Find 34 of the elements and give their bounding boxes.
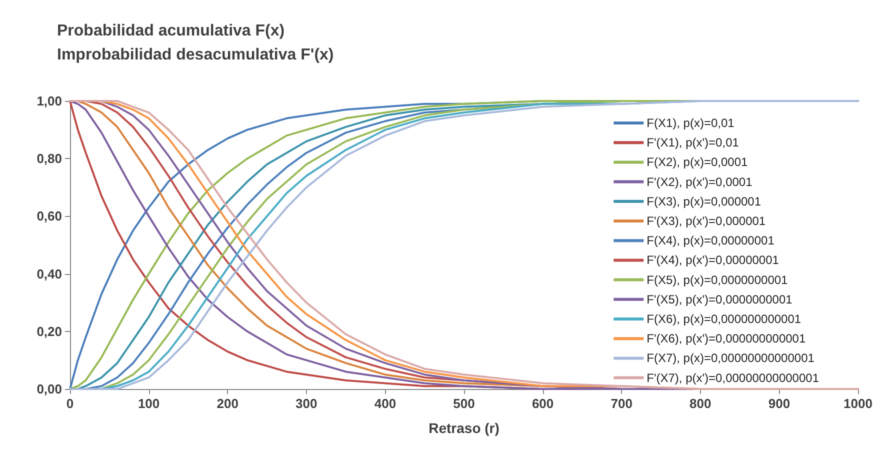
x-tick-label: 500 <box>453 396 475 411</box>
legend-label: F'(X2), p(x')=0,0001 <box>646 174 753 189</box>
x-axis-title: Retraso (r) <box>428 420 500 436</box>
y-tick-label: 0,20 <box>36 324 62 339</box>
chart-title: Probabilidad acumulativa F(x) <box>57 22 285 40</box>
x-tick-label: 300 <box>296 396 318 411</box>
x-tick-label: 600 <box>532 396 554 411</box>
legend-label: F'(X6), p(x')=0,000000000001 <box>646 332 806 346</box>
x-tick-label: 200 <box>216 396 238 411</box>
legend-label: F(X6), p(x)=0,000000000001 <box>646 312 802 326</box>
x-tick-label: 400 <box>374 396 396 411</box>
legend-label: F(X5), p(x)=0,0000000001 <box>646 272 788 287</box>
legend-label: F'(X3), p(x')=0,000001 <box>646 214 766 228</box>
legend-label: F'(X4), p(x')=0,00000001 <box>646 253 780 268</box>
y-tick-label: 1,00 <box>36 94 62 108</box>
x-tick-label: 0 <box>66 396 74 411</box>
legend-label: F(X3), p(x)=0,000001 <box>646 194 762 208</box>
legend-label: F'(X7), p(x')=0,00000000000001 <box>646 370 820 385</box>
x-tick-label: 1000 <box>844 396 872 411</box>
x-tick-label: 800 <box>690 396 712 411</box>
y-tick-label: 0,60 <box>36 208 62 224</box>
legend-label: F'(X5), p(x')=0,0000000001 <box>646 292 793 306</box>
y-tick-label: 0,80 <box>36 151 62 166</box>
y-tick-label: 0,40 <box>36 266 62 282</box>
x-tick-label: 100 <box>138 396 160 411</box>
x-tick-label: 900 <box>768 396 790 411</box>
legend-label: F(X4), p(x)=0,00000001 <box>646 234 775 248</box>
legend-label: F(X7), p(x)=0,00000000000001 <box>646 351 815 366</box>
y-tick-label: 0,00 <box>36 382 62 396</box>
legend-label: F(X2), p(x)=0,0001 <box>646 155 748 170</box>
x-tick-label: 700 <box>610 396 632 411</box>
legend-label: F'(X1), p(x')=0,01 <box>646 136 740 150</box>
chart-subtitle: Improbabilidad desacumulativa F'(x) <box>57 46 334 64</box>
legend-label: F(X1), p(x)=0,01 <box>646 116 735 130</box>
